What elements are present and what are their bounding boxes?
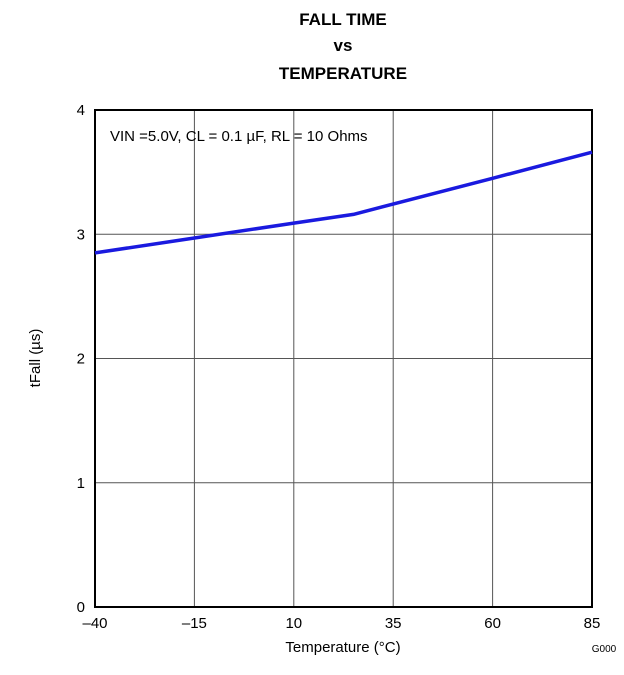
y-tick-label: 2 [77, 351, 85, 368]
series-line-0 [94, 150, 593, 255]
figure-code: G000 [592, 644, 617, 655]
y-tick-label: 4 [77, 102, 85, 119]
y-tick-label: 0 [77, 599, 85, 616]
chart-title-line-2: vs [334, 36, 353, 55]
grid-lines [95, 110, 592, 607]
chart-title-line-1: FALL TIME [299, 10, 387, 29]
x-tick-label: 35 [385, 615, 402, 632]
y-axis-label: tFall (µs) [27, 329, 44, 388]
series-layer [94, 150, 593, 255]
y-tick-label: 1 [77, 475, 85, 492]
x-tick-label: –15 [182, 615, 207, 632]
y-tick-labels: 0 1 2 3 4 [77, 102, 85, 616]
plot-frame [94, 109, 593, 608]
chart-title-line-3: TEMPERATURE [279, 64, 407, 83]
conditions-annotation: VIN =5.0V, CL = 0.1 µF, RL = 10 Ohms [110, 128, 368, 145]
y-tick-label: 3 [77, 226, 85, 243]
x-tick-labels: –40 –15 10 35 60 85 [82, 615, 600, 632]
x-tick-label: –40 [82, 615, 107, 632]
x-tick-label: 85 [584, 615, 601, 632]
x-axis-label: Temperature (°C) [285, 639, 400, 656]
x-tick-label: 60 [484, 615, 501, 632]
x-tick-label: 10 [285, 615, 302, 632]
